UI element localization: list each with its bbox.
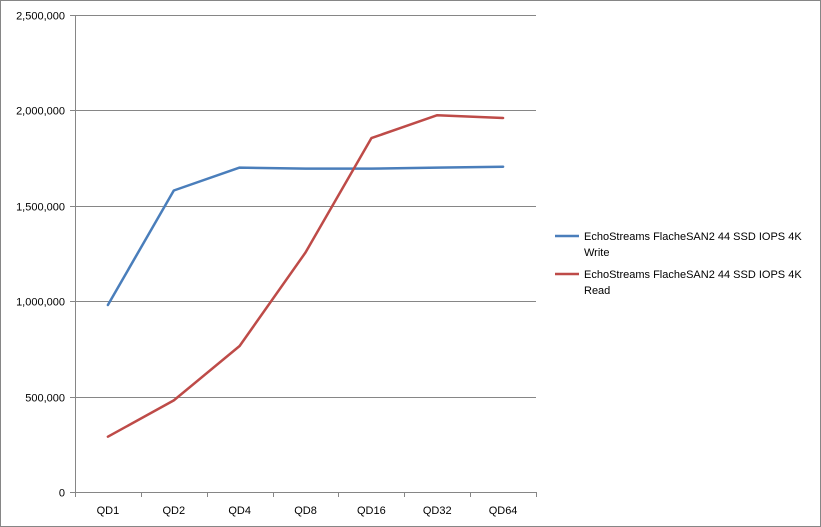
x-tick-label: QD1 (97, 505, 120, 517)
legend: EchoStreams FlacheSAN2 44 SSD IOPS 4K Wri… (555, 231, 802, 297)
gridlines (75, 15, 536, 398)
legend-label: EchoStreams FlacheSAN2 44 SSD IOPS 4K (584, 231, 802, 243)
y-tick-label: 500,000 (25, 393, 65, 405)
x-tick-label: QD8 (294, 505, 317, 517)
x-axis: QD1 QD2 QD4 QD8 QD16 QD32 QD64 (75, 492, 537, 517)
x-tick-label: QD4 (228, 505, 251, 517)
series-line-read (106, 113, 505, 438)
legend-label: EchoStreams FlacheSAN2 44 SSD IOPS 4K (584, 269, 802, 281)
x-tick-label: QD32 (423, 505, 452, 517)
x-tick-label: QD2 (162, 505, 185, 517)
y-tick-label: 2,500,000 (16, 11, 65, 23)
x-tick-label: QD64 (489, 505, 518, 517)
y-tick-label: 2,000,000 (16, 106, 65, 118)
legend-label: Read (584, 285, 610, 297)
series-group (106, 113, 505, 438)
series-line-write (106, 165, 505, 307)
x-tick-label: QD16 (357, 505, 386, 517)
y-tick-label: 0 (59, 488, 65, 500)
legend-label: Write (584, 247, 609, 259)
y-axis: 0 500,000 1,000,000 1,500,000 2,000,000 2,500… (16, 11, 76, 500)
y-tick-label: 1,000,000 (16, 297, 65, 309)
y-tick-label: 1,500,000 (16, 202, 65, 214)
